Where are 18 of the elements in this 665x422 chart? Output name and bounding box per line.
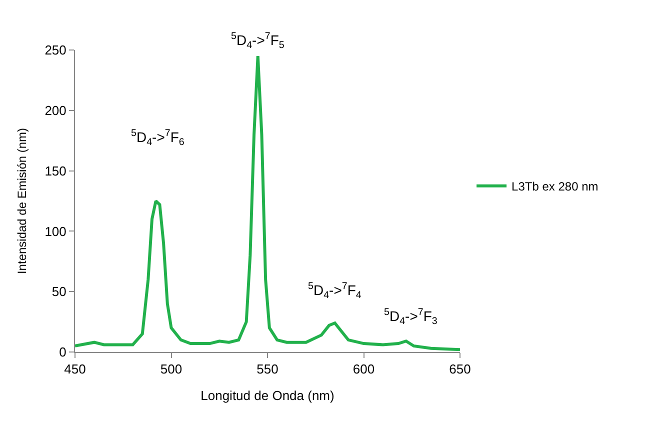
x-tick-label: 500 <box>160 362 182 377</box>
annotation: $^{5}$D$_{4}$->$^{7}$F$_{3}$ <box>384 307 438 327</box>
y-tick-label: 50 <box>52 284 66 300</box>
x-tick-label: 450 <box>64 362 86 377</box>
x-tick-label: 600 <box>352 362 375 377</box>
x-tick-label: 550 <box>256 362 278 377</box>
annotation: $^{5}$D$_{4}$->$^{7}$F$_{6}$ <box>131 128 185 148</box>
y-tick-label: 0 <box>59 344 66 360</box>
y-tick-label: 100 <box>44 224 66 239</box>
x-tick-label: 650 <box>449 362 471 377</box>
y-axis-title: Intensidad de Emisión (nm) <box>14 128 29 274</box>
annotation: $^{5}$D$_{4}$->$^{7}$F$_{5}$ <box>231 31 285 51</box>
y-tick-label: 200 <box>44 102 66 118</box>
y-tick-label: 250 <box>44 42 66 58</box>
y-tick-label: 150 <box>44 163 66 178</box>
annotation: $^{5}$D$_{4}$->$^{7}$F$_{4}$ <box>308 281 362 301</box>
legend-label: L3Tb ex 280 nm <box>512 180 598 194</box>
x-axis-title: Longitud de Onda (nm) <box>200 388 334 404</box>
